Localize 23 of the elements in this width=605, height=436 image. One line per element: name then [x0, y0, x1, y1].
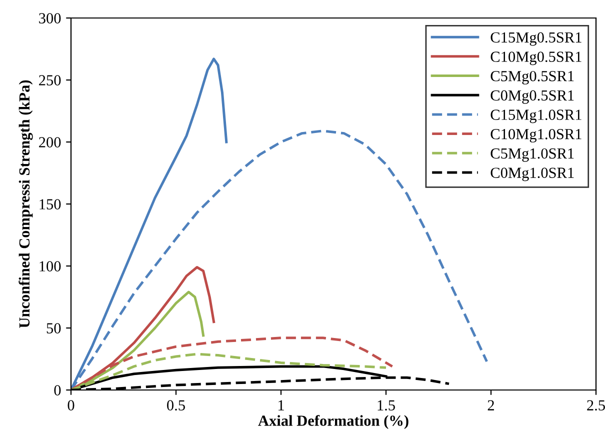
- x-tick-label: 2.5: [587, 400, 605, 411]
- y-tick-label: 100: [40, 261, 61, 272]
- x-tick-label: 0: [68, 400, 74, 410]
- x-tick-label: 2: [488, 400, 494, 410]
- x-tick-label: 1.5: [378, 400, 395, 411]
- x-tick-label: 1: [278, 400, 284, 410]
- x-axis-title: Axial Deformation (%): [258, 414, 408, 429]
- y-axis-title: Unconfined Compressi Strength (kPa): [18, 80, 33, 328]
- legend-label: C15Mg1.0SR1: [490, 110, 582, 124]
- y-tick-label: 150: [40, 199, 61, 210]
- y-tick-label: 200: [39, 137, 61, 148]
- legend-label: C10Mg1.0SR1: [490, 128, 582, 142]
- y-tick-label: 50: [46, 323, 61, 334]
- legend-label: C5Mg0.5SR1: [490, 70, 574, 84]
- legend-label: C0Mg0.5SR1: [490, 90, 574, 104]
- x-tick-label: 0.5: [167, 400, 185, 411]
- y-tick-label: 300: [39, 13, 61, 24]
- legend-label: C10Mg0.5SR1: [490, 52, 582, 66]
- legend-label: C5Mg1.0SR1: [490, 148, 574, 162]
- y-tick-label: 0: [54, 385, 61, 396]
- legend-label: C15Mg0.5SR1: [490, 32, 582, 46]
- y-tick-label: 250: [39, 75, 61, 86]
- legend-label: C0Mg1.0SR1: [490, 168, 574, 182]
